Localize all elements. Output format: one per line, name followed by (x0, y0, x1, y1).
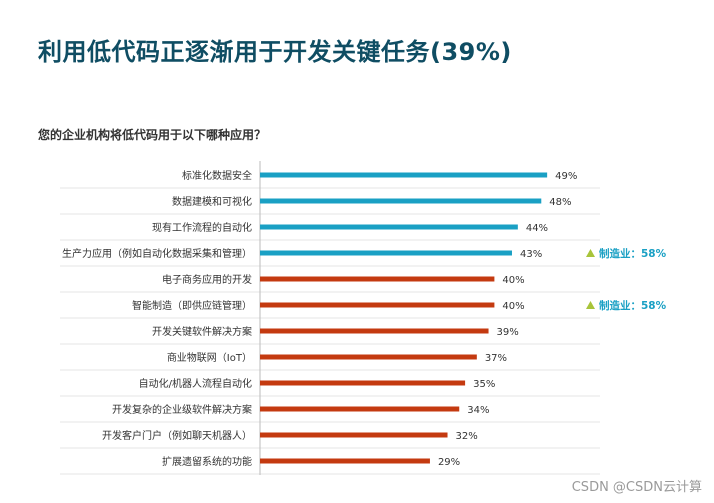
category-label: 开发复杂的企业级软件解决方案 (112, 403, 252, 416)
bar (260, 328, 489, 334)
value-label: 29% (438, 457, 460, 468)
bar (260, 250, 512, 256)
category-label: 开发关键软件解决方案 (152, 325, 252, 338)
chart-question: 您的企业机构将低代码用于以下哪种应用？ (38, 128, 267, 142)
bar (260, 172, 548, 178)
bar (260, 224, 518, 230)
category-label: 标准化数据安全 (182, 169, 252, 182)
value-label: 49% (555, 171, 577, 182)
value-label: 37% (485, 353, 507, 364)
category-label: 生产力应用（例如自动化数据采集和管理） (62, 247, 252, 260)
value-label: 43% (520, 249, 542, 260)
bar (260, 458, 430, 464)
category-label: 智能制造（即供应链管理） (132, 299, 252, 312)
value-label: 48% (549, 197, 571, 208)
bar (260, 380, 466, 386)
bar (260, 302, 495, 308)
watermark: CSDN @CSDN云计算 (571, 480, 702, 495)
value-label: 40% (502, 301, 524, 312)
up-arrow-icon (586, 301, 595, 309)
category-label: 现有工作流程的自动化 (152, 221, 252, 234)
page-title: 利用低代码正逐渐用于开发关键任务(39%) (38, 38, 512, 66)
category-label: 扩展遗留系统的功能 (162, 455, 252, 468)
category-label: 电子商务应用的开发 (162, 273, 252, 286)
category-label: 开发客户门户（例如聊天机器人） (102, 429, 252, 442)
value-label: 35% (473, 379, 495, 390)
annotation-label: 制造业：58% (599, 299, 667, 312)
annotation-label: 制造业：58% (599, 247, 667, 260)
bar (260, 276, 495, 282)
bar (260, 406, 460, 412)
value-label: 40% (502, 275, 524, 286)
value-label: 32% (456, 431, 478, 442)
value-label: 44% (526, 223, 548, 234)
bar (260, 354, 477, 360)
category-label: 商业物联网（IoT） (167, 351, 252, 364)
value-label: 39% (497, 327, 519, 338)
bar (260, 198, 542, 204)
value-label: 34% (467, 405, 489, 416)
category-label: 自动化/机器人流程自动化 (139, 377, 252, 390)
category-label: 数据建模和可视化 (172, 195, 252, 208)
up-arrow-icon (586, 249, 595, 257)
bar (260, 432, 448, 438)
